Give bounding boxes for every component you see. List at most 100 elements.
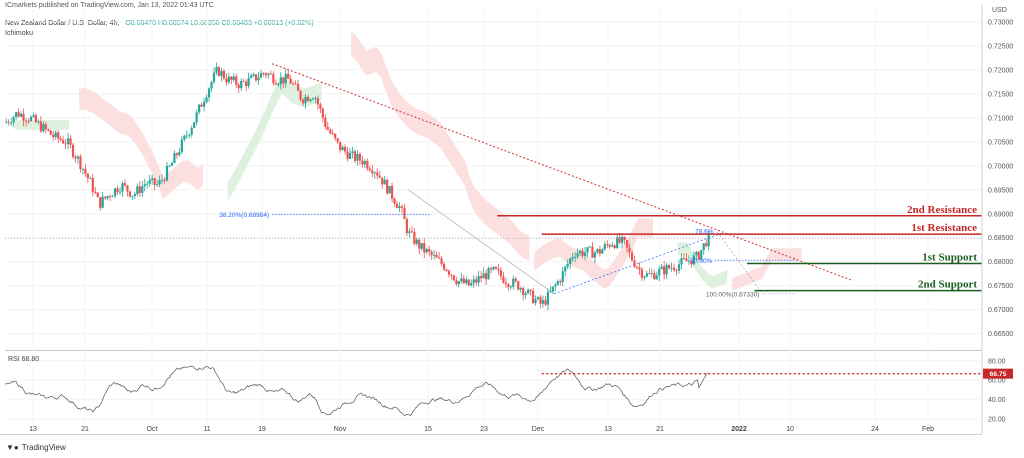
candle-body <box>230 76 233 80</box>
symbol-title: New Zealand Dollar / U.S. Dollar, 4h, O0… <box>5 20 314 27</box>
candle-body <box>663 266 666 275</box>
footer-brand: TradingView <box>21 443 66 452</box>
candle-body <box>336 138 339 142</box>
candle-body <box>522 288 525 295</box>
candle-body <box>254 74 258 81</box>
rsi-value-label: 66.75 <box>989 371 1006 378</box>
candle-body <box>415 239 418 244</box>
candle-body <box>484 273 488 280</box>
candle-body <box>544 300 547 305</box>
candle-body <box>198 104 201 113</box>
candle-body <box>660 266 663 270</box>
candle-body <box>188 134 191 136</box>
candle-body <box>393 198 396 204</box>
price-tick-label: 0.70000 <box>988 163 1013 170</box>
candle-body <box>141 186 144 193</box>
candle-body <box>287 73 290 79</box>
price-axis: 0.66500 0.67000 0.67500 0.68000 0.68500 0.690… <box>981 0 1024 440</box>
candle-body <box>690 260 693 265</box>
candle-body <box>361 160 364 165</box>
time-tick-label: 2022 <box>731 426 747 433</box>
price-tick-label: 0.70500 <box>988 139 1013 146</box>
candle-body <box>499 270 503 277</box>
candle-body <box>306 96 310 102</box>
candle-body <box>512 278 515 287</box>
candle-body <box>371 170 374 174</box>
candle-body <box>314 98 317 100</box>
candle-body <box>316 98 319 105</box>
time-tick-label: 19 <box>258 426 266 433</box>
candle-body <box>165 165 169 181</box>
candle-body <box>494 266 498 269</box>
candle-body <box>395 203 399 208</box>
candle-body <box>343 146 347 152</box>
candle-body <box>457 281 460 285</box>
candle-body <box>586 247 589 253</box>
candle-body <box>44 123 47 130</box>
candle-body <box>52 134 55 138</box>
candle-body <box>17 112 20 117</box>
cloud-segment <box>534 218 653 289</box>
candle-body <box>596 249 599 253</box>
candle-body <box>403 207 406 220</box>
candle-body <box>603 244 606 250</box>
rsi-panel: 20.00 40.00 60.00 80.00 RSI 68.80 66.75 <box>4 356 1013 424</box>
candle-body <box>435 254 438 258</box>
candle-body <box>99 197 102 208</box>
fibonacci-levels: 38.20%(0.68984) 78.6% 50.00% 100.00%(0.6733… <box>219 212 797 298</box>
candle-body <box>282 77 285 84</box>
cloud-segment <box>677 242 728 289</box>
candle-body <box>304 96 307 104</box>
candle-body <box>247 78 250 87</box>
candle-body <box>34 115 38 123</box>
price-tick-label: 0.71000 <box>988 115 1013 122</box>
candle-body <box>509 286 512 288</box>
candle-body <box>574 256 577 258</box>
candle-body <box>519 288 522 290</box>
candle-body <box>326 126 329 130</box>
candle-body <box>517 281 520 290</box>
candle-body <box>687 260 690 262</box>
candle-body <box>311 98 315 100</box>
candle-body <box>640 269 644 278</box>
candle-body <box>245 81 248 87</box>
price-chart[interactable]: 2nd Resistance0.689581st Resistance0.685… <box>0 0 1024 440</box>
candle-body <box>445 269 448 271</box>
candle-body <box>420 243 423 249</box>
fib-level-label: 100.00%(0.67330) <box>706 291 760 298</box>
candle-body <box>269 73 272 75</box>
candle-body <box>163 179 166 181</box>
candle-body <box>400 206 404 208</box>
candle-body <box>118 191 122 193</box>
candle-body <box>289 78 292 84</box>
rsi-value-tag <box>983 368 1013 379</box>
price-tick-label: 0.69500 <box>988 187 1013 194</box>
candle-body <box>447 270 451 275</box>
candle-body <box>324 117 327 127</box>
candle-body <box>341 146 344 151</box>
candle-body <box>250 75 253 79</box>
candle-body <box>606 244 609 246</box>
candle-body <box>475 279 478 283</box>
candle-body <box>151 178 154 181</box>
time-tick-label: Feb <box>922 426 934 433</box>
candle-body <box>91 178 94 193</box>
candle-body <box>653 273 656 280</box>
price-tick-label: 0.66500 <box>988 331 1013 338</box>
price-tick-label: 0.68000 <box>988 259 1013 266</box>
candle-body <box>628 247 631 253</box>
candle-body <box>625 240 629 248</box>
candle-body <box>66 138 70 145</box>
candle-body <box>665 265 668 275</box>
candle-body <box>675 270 678 271</box>
candle-body <box>685 258 688 262</box>
candle-body <box>408 231 411 234</box>
candle-body <box>373 172 376 174</box>
candle-body <box>79 156 82 170</box>
candle-body <box>682 258 686 259</box>
candle-body <box>346 151 349 159</box>
candle-body <box>158 180 161 185</box>
candle-body <box>334 133 337 139</box>
candle-body <box>623 236 626 241</box>
candle-body <box>173 153 176 164</box>
